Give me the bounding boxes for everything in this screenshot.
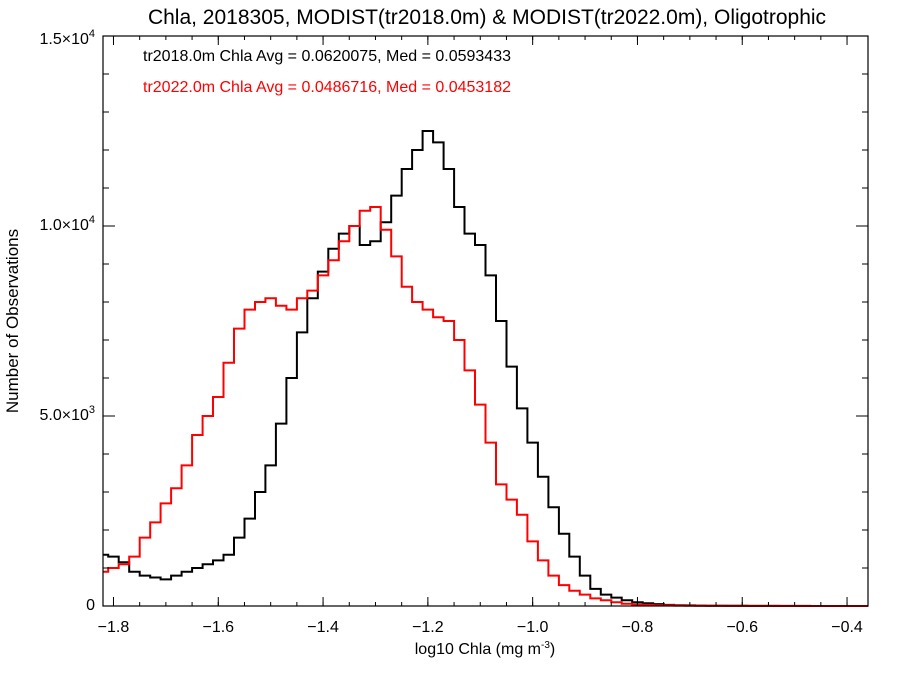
y-tick-label: 1.5×104 [39,28,95,48]
y-tick-label: 0 [86,597,95,614]
y-ticks: 0 5.0×103 1.0×104 1.5×104 [39,28,868,614]
chart-title: Chla, 2018305, MODIST(tr2018.0m) & MODIS… [148,6,826,29]
series-line-0 [103,130,868,607]
x-axis-label-exponent: -3 [541,640,550,651]
x-tick-label: −1.4 [307,619,339,636]
series-group [103,130,868,607]
x-axis-label: log10 Chla (mg m-3) [415,640,556,658]
y-axis-label: Number of Observations [3,229,22,413]
y-tick-label: 5.0×103 [39,404,95,424]
x-tick-label: −0.8 [622,619,654,636]
x-tick-label: −1.0 [517,619,549,636]
x-tick-label: −0.6 [726,619,758,636]
x-tick-label: −0.4 [831,619,863,636]
annotation-red: tr2022.0m Chla Avg = 0.0486716, Med = 0.… [143,79,511,96]
x-tick-label: −1.8 [98,619,130,636]
x-tick-label: −1.6 [202,619,234,636]
x-ticks: −1.8 −1.6 −1.4 −1.2 −1.0 −0.8 −0.6 −0.4 [98,36,863,636]
x-tick-label: −1.2 [412,619,444,636]
annotation-black: tr2018.0m Chla Avg = 0.0620075, Med = 0.… [143,48,511,65]
y-tick-label: 1.0×104 [39,214,95,234]
plot-frame [102,35,869,607]
